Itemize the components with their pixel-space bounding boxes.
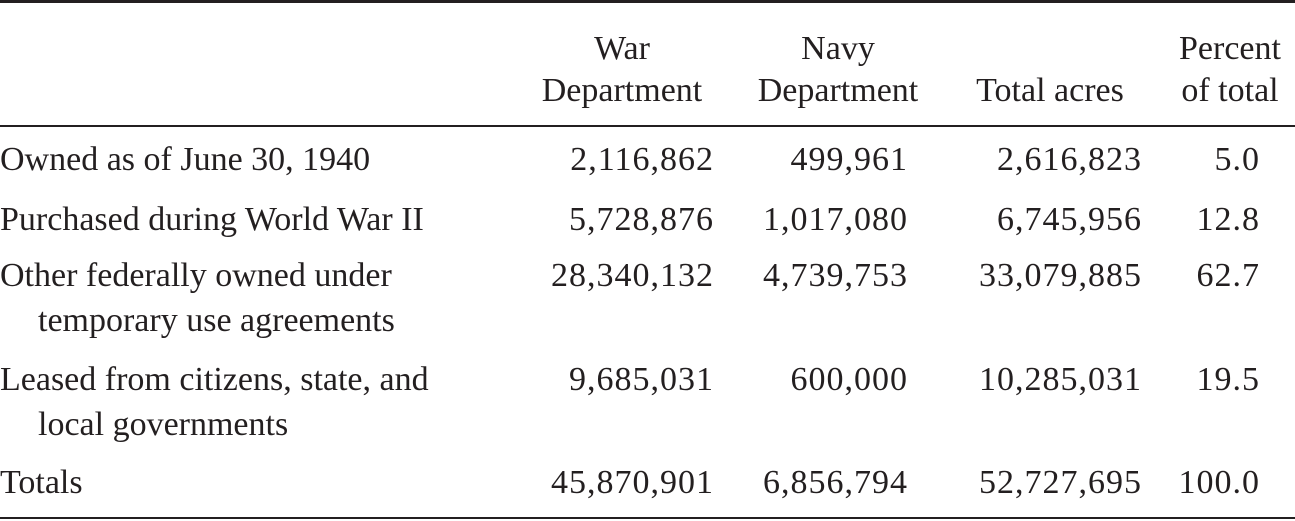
top-rule [0, 0, 1295, 3]
cell-total: 6,745,956 [997, 201, 1142, 238]
row-label-line: temporary use agreements [38, 302, 395, 339]
header-line: of total [1181, 72, 1279, 109]
cell-war: 28,340,132 [551, 257, 714, 294]
row-label-line: local governments [38, 406, 289, 443]
cell-navy: 4,739,753 [763, 257, 908, 294]
cell-percent: 12.8 [1196, 201, 1260, 238]
bottom-rule [0, 517, 1295, 519]
row-label-line: Other federally owned under [0, 257, 392, 294]
cell-war: 9,685,031 [569, 361, 714, 398]
header-line: Total acres [976, 72, 1124, 109]
cell-war: 5,728,876 [569, 201, 714, 238]
cell-navy: 499,961 [790, 141, 908, 178]
cell-war: 45,870,901 [551, 464, 714, 501]
header-line: Department [757, 72, 919, 109]
header-percent-of-total: Percent of total [1168, 28, 1292, 112]
cell-percent: 62.7 [1196, 257, 1260, 294]
cell-navy: 600,000 [790, 361, 908, 398]
header-line: Department [541, 72, 703, 109]
cell-percent: 5.0 [1214, 141, 1260, 178]
cell-navy: 6,856,794 [763, 464, 908, 501]
row-label: Totals [0, 460, 83, 505]
header-line: War [594, 30, 650, 67]
cell-war: 2,116,862 [570, 141, 714, 178]
row-label: Other federally owned under temporary us… [0, 253, 395, 343]
row-label: Leased from citizens, state, and local g… [0, 357, 429, 447]
row-label-line: Totals [0, 464, 83, 501]
cell-total: 52,727,695 [979, 464, 1142, 501]
header-rule [0, 125, 1295, 127]
header-line [955, 28, 1145, 70]
row-label-line: Owned as of June 30, 1940 [0, 141, 371, 178]
row-label: Owned as of June 30, 1940 [0, 137, 370, 182]
header-line: Percent [1179, 30, 1281, 67]
cell-total: 33,079,885 [979, 257, 1142, 294]
header-line: Navy [801, 30, 875, 67]
cell-total: 10,285,031 [979, 361, 1142, 398]
cell-total: 2,616,823 [997, 141, 1142, 178]
header-total-acres: Total acres [955, 28, 1145, 112]
cell-percent: 100.0 [1178, 464, 1260, 501]
row-label-line: Leased from citizens, state, and [0, 361, 429, 398]
header-navy-department: Navy Department [742, 28, 934, 112]
row-label-line: Purchased during World War II [0, 201, 424, 238]
cell-percent: 19.5 [1196, 361, 1260, 398]
row-label: Purchased during World War II [0, 197, 424, 242]
cell-navy: 1,017,080 [763, 201, 908, 238]
header-war-department: War Department [527, 28, 717, 112]
